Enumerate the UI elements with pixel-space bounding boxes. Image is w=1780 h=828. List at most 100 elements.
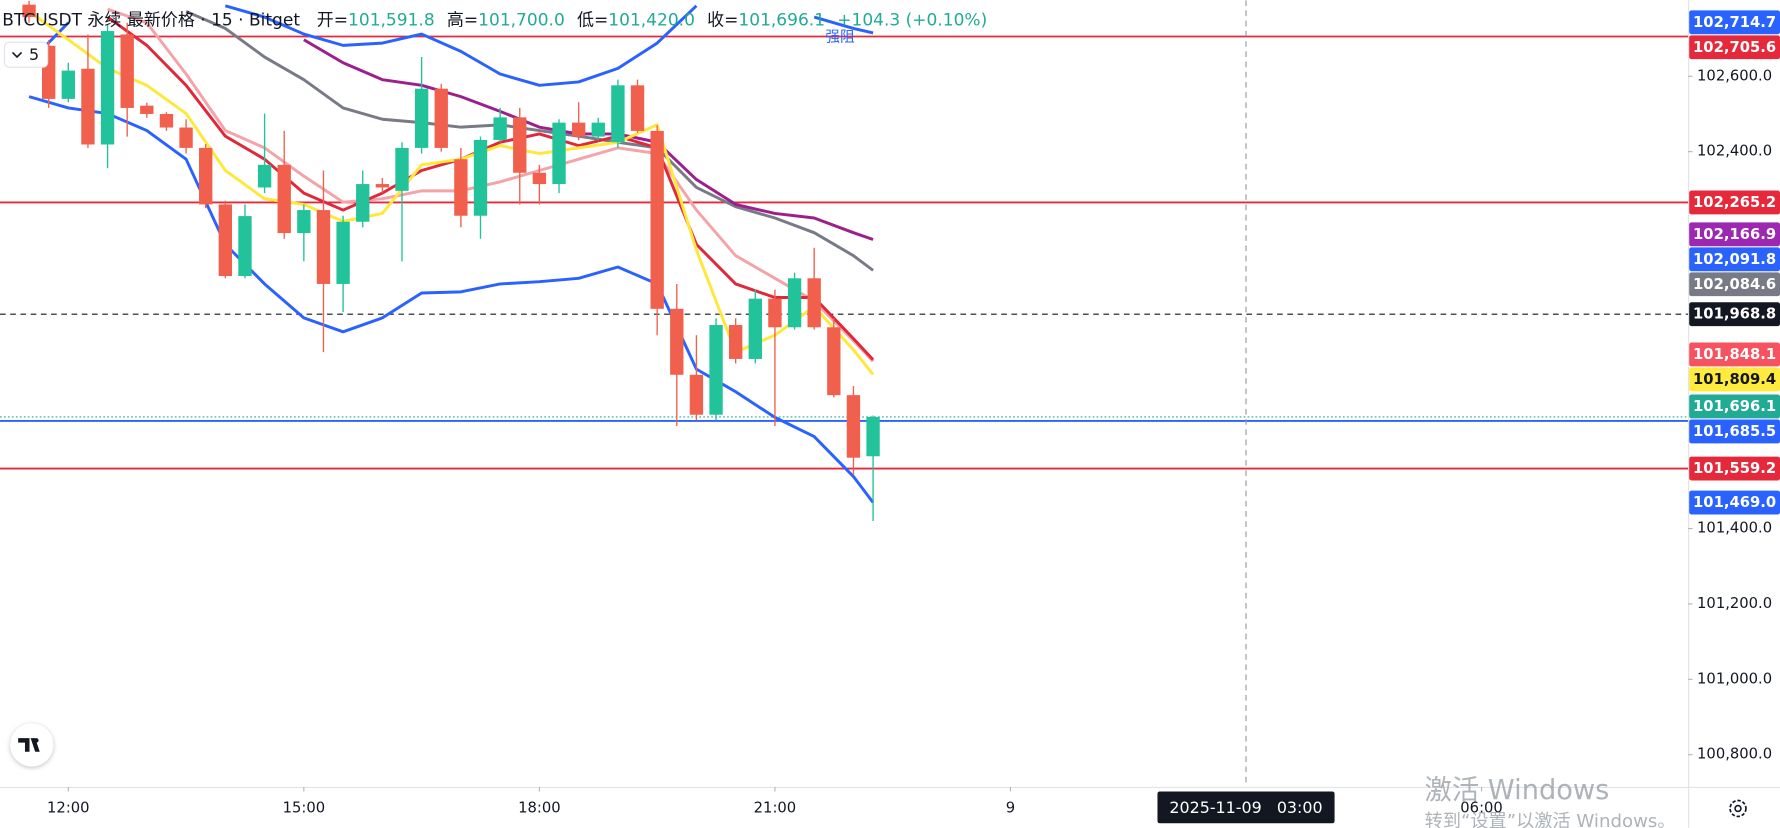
x-tick-label: 9: [1006, 799, 1015, 816]
candle-body: [670, 308, 684, 375]
price-badge: [1689, 190, 1780, 215]
candle-body: [571, 122, 586, 137]
candle-body: [787, 278, 802, 328]
candle-body: [179, 127, 193, 148]
candle-body: [159, 113, 174, 128]
ohlc-value: 101,591.8: [348, 11, 435, 31]
price-badge-label: 101,968.8: [1693, 306, 1776, 323]
line-note: 强阻: [825, 29, 855, 46]
y-tick-label: 100,800.0: [1697, 746, 1772, 763]
candle-body: [729, 325, 743, 359]
candle-body: [100, 31, 115, 145]
candle-body: [454, 159, 468, 216]
indicator-line: [185, 10, 874, 272]
indicator-toggle[interactable]: 5: [3, 41, 49, 68]
price-badge-label: 101,848.1: [1693, 346, 1776, 363]
watermark-title: 激活 Windows: [1425, 775, 1610, 806]
tv-logo[interactable]: [10, 723, 54, 767]
candle-body: [218, 204, 233, 277]
axes: 102,600.0 102,400.0 101,400.0 101,200.0 101,…: [47, 10, 1780, 824]
price-badge: [1689, 35, 1780, 60]
price-badge-label: 102,084.6: [1693, 276, 1776, 293]
price-badge: [1689, 419, 1780, 444]
watermark-subtitle: 转到“设置”以激活 Windows。: [1425, 811, 1676, 828]
candle-body: [257, 164, 272, 188]
toggle-box[interactable]: [3, 41, 49, 68]
price-badge-label: 102,714.7: [1693, 14, 1776, 31]
indicator-line: [28, 95, 875, 504]
y-tick-label: 102,600.0: [1697, 67, 1772, 84]
candle-body: [493, 117, 507, 140]
candle-body: [81, 68, 95, 145]
indicator-line: [107, 7, 875, 363]
candle-body: [61, 70, 75, 99]
price-badge-label: 102,265.2: [1693, 194, 1776, 211]
logo-mark[interactable]: [18, 738, 40, 752]
price-badge-label: 102,166.9: [1693, 226, 1776, 243]
chevron-icon[interactable]: [11, 51, 23, 59]
price-badge: [1689, 302, 1780, 327]
gear-outer[interactable]: [1729, 799, 1747, 818]
ohlc-value: 101,700.0: [478, 11, 565, 31]
candle-body: [120, 34, 134, 108]
price-badge-label: 102,091.8: [1693, 251, 1776, 268]
candle-body: [650, 130, 664, 309]
plot-area: 强阻: [0, 0, 1689, 787]
gear-inner[interactable]: [1734, 804, 1742, 813]
price-badge-label: 101,809.4: [1693, 371, 1776, 388]
candle-body: [140, 105, 154, 114]
candle-body: [591, 122, 605, 137]
price-badge: [1689, 222, 1780, 247]
chart-header: BTCUSDT 永续 最新价格 · 15 · Bitget 开=101,591.…: [2, 11, 987, 31]
candle-body: [473, 139, 488, 216]
x-tick-label: 06:00: [1460, 799, 1503, 816]
ohlc-value: 101,420.0: [608, 11, 695, 31]
candle-body: [532, 172, 547, 185]
ohlc-key: 低=: [577, 11, 608, 31]
toggle-count[interactable]: 5: [29, 45, 39, 64]
change: +104.3 (+0.10%): [837, 11, 987, 31]
time-badge: [1157, 791, 1335, 824]
candle-body: [199, 147, 213, 205]
x-tick-label: 12:00: [47, 799, 90, 816]
ohlc-value: 101,696.1: [738, 11, 825, 31]
candle-body: [434, 88, 448, 148]
candle-body: [375, 184, 390, 188]
candle-body: [297, 210, 311, 234]
logo-dot[interactable]: [34, 738, 39, 743]
candle-body: [630, 85, 645, 131]
price-badge-label: 101,696.1: [1693, 398, 1776, 415]
settings-button[interactable]: [1729, 799, 1747, 818]
price-badge: [1689, 272, 1780, 297]
candle-body: [611, 85, 625, 143]
x-tick-label: 15:00: [283, 799, 326, 816]
candle-body: [22, 4, 36, 18]
price-badge: [1689, 10, 1780, 35]
price-badge: [1689, 342, 1780, 367]
y-tick-label: 101,000.0: [1697, 670, 1772, 687]
symbol: BTCUSDT 永续 最新价格 · 15 · Bitget: [2, 11, 300, 31]
candle-body: [316, 210, 331, 284]
price-badge: [1689, 394, 1780, 419]
candle-body: [356, 184, 370, 222]
candle-body: [414, 88, 429, 148]
candle-body: [689, 374, 704, 415]
candle-body: [513, 117, 527, 173]
candle-body: [768, 298, 782, 328]
candle-body: [807, 278, 821, 328]
price-badge: [1689, 490, 1780, 515]
candle-body: [552, 122, 566, 185]
y-tick-label: 101,200.0: [1697, 595, 1772, 612]
price-badge-label: 101,559.2: [1693, 460, 1776, 477]
price-badge: [1689, 367, 1780, 392]
y-tick-label: 102,400.0: [1697, 143, 1772, 160]
candle-body: [827, 327, 841, 396]
price-badge: [1689, 456, 1780, 481]
ohlc-key: 开=: [317, 11, 348, 31]
x-tick-label: 21:00: [754, 799, 797, 816]
logo-circle[interactable]: [10, 723, 54, 767]
ohlc-key: 高=: [447, 11, 478, 31]
price-badge-label: 101,469.0: [1693, 494, 1776, 511]
